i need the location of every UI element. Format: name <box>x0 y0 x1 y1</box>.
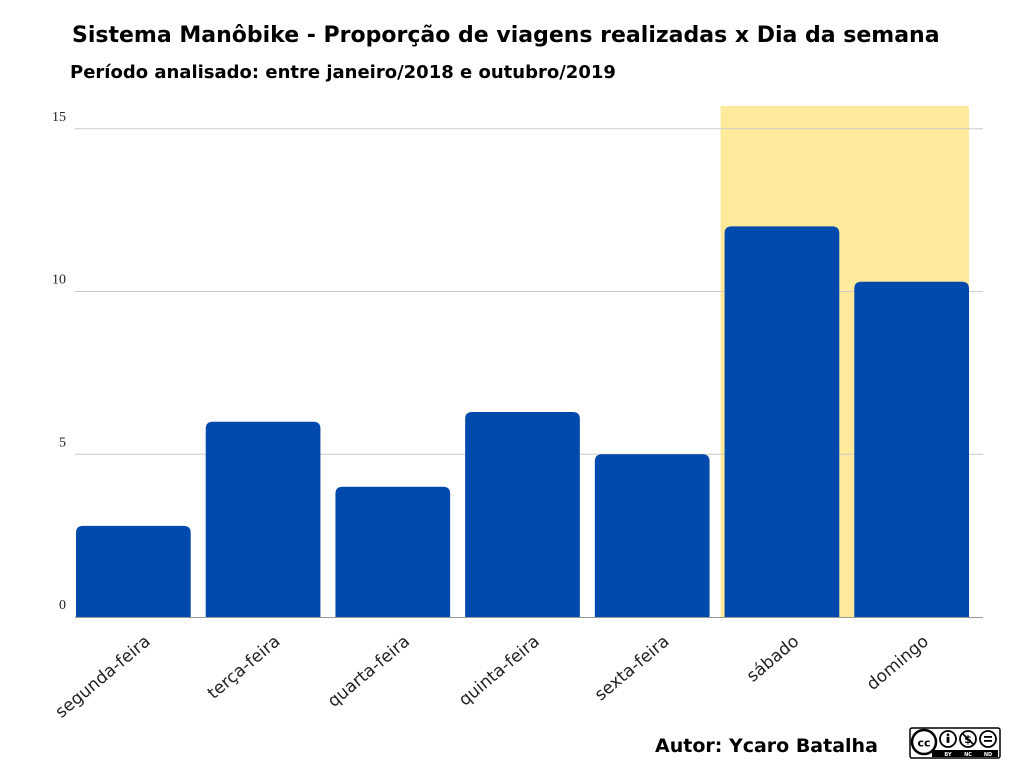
x-tick-label: sábado <box>743 632 803 687</box>
x-tick-label: quarta-feira <box>324 632 414 712</box>
x-tick-label: terça-feira <box>204 632 284 704</box>
bar-sexta-feira <box>594 454 710 617</box>
chart-subtitle: Período analisado: entre janeiro/2018 e … <box>70 62 616 83</box>
bar-sábado <box>724 226 840 617</box>
bar-quinta-feira <box>465 411 580 617</box>
chart-title: Sistema Manôbike - Proporção de viagens … <box>72 23 940 48</box>
bar-segunda-feira <box>76 525 191 617</box>
x-tick-label: quinta-feira <box>455 632 544 711</box>
x-tick-label: sexta-feira <box>591 632 673 706</box>
y-tick-label: 10 <box>52 273 66 288</box>
bar-terça-feira <box>205 421 321 617</box>
x-tick-label: segunda-feira <box>52 632 155 723</box>
license-nc: NC <box>964 752 972 758</box>
x-axis-ticks: segunda-feira terça-feira quarta-feira quin… <box>52 632 933 723</box>
y-tick-label: 5 <box>59 435 66 450</box>
y-tick-label: 0 <box>59 598 66 613</box>
y-axis-ticks: 0 5 10 15 <box>52 110 66 613</box>
x-tick-label: domingo <box>863 632 933 695</box>
bar-quarta-feira <box>335 486 451 617</box>
cc-license-icon: cc $ BY NC ND <box>909 727 1001 759</box>
y-tick-label: 15 <box>52 110 66 125</box>
bars <box>76 226 969 617</box>
license-nd: ND <box>984 752 992 758</box>
svg-text:cc: cc <box>917 737 930 750</box>
author-credit: Autor: Ycaro Batalha <box>655 735 878 757</box>
bar-domingo <box>854 281 969 617</box>
license-by: BY <box>944 752 952 758</box>
